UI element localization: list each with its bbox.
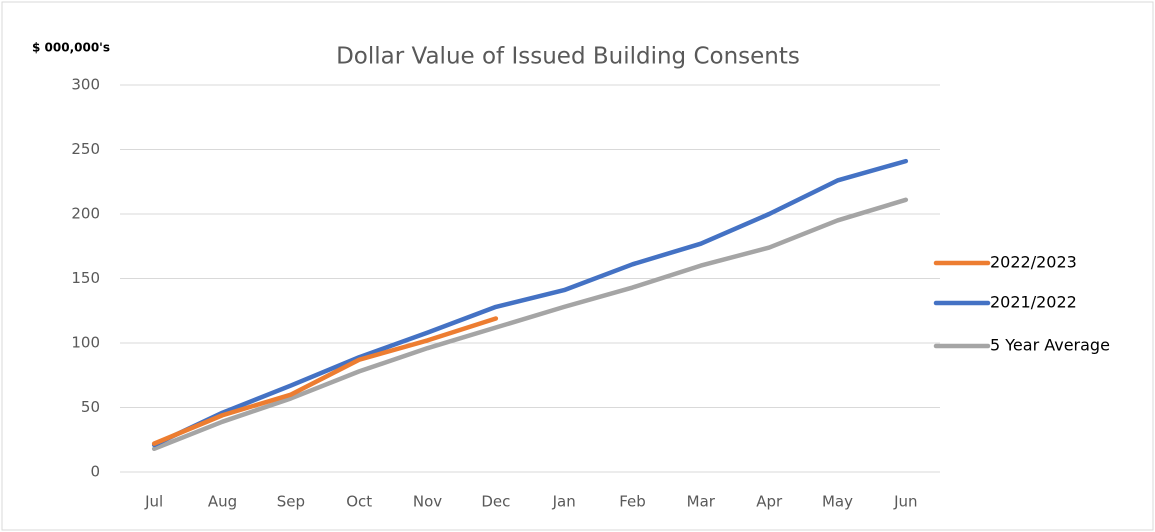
x-tick-label: Feb: [619, 493, 646, 511]
y-tick-label: 0: [90, 463, 100, 481]
x-tick-label: Aug: [208, 493, 237, 511]
series-line: [151, 316, 499, 446]
x-tick-label: May: [822, 493, 853, 511]
x-tick-label: Oct: [346, 493, 372, 511]
y-tick-label: 50: [81, 398, 100, 416]
x-tick-label: Jun: [893, 493, 917, 511]
series-line: [151, 158, 909, 448]
legend-label: 5 Year Average: [990, 336, 1110, 355]
x-tick-label: Nov: [413, 493, 442, 511]
x-tick-label: Mar: [687, 493, 716, 511]
series-line: [151, 197, 909, 452]
x-tick-label: Apr: [756, 493, 783, 511]
x-tick-label: Sep: [277, 493, 305, 511]
x-tick-label: Jan: [552, 493, 576, 511]
y-tick-label: 200: [71, 205, 100, 223]
legend-label: 2021/2022: [990, 293, 1077, 312]
y-tick-label: 150: [71, 269, 100, 287]
y-tick-label: 100: [71, 334, 100, 352]
y-tick-label: 250: [71, 140, 100, 158]
y-tick-label: 300: [71, 76, 100, 94]
x-tick-label: Dec: [481, 493, 510, 511]
chart-title: Dollar Value of Issued Building Consents: [336, 44, 800, 70]
x-tick-label: Jul: [144, 493, 163, 511]
y-axis-label: $ 000,000's: [32, 41, 110, 55]
legend-label: 2022/2023: [990, 253, 1077, 272]
